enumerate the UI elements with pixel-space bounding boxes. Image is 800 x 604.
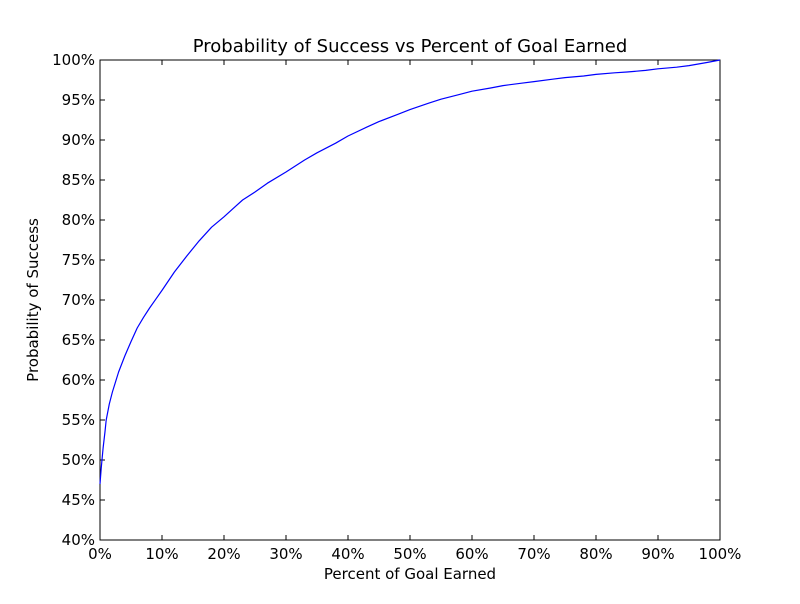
y-tick-label: 95% [62,91,95,109]
series-group [99,59,721,485]
chart-title: Probability of Success vs Percent of Goa… [193,36,628,57]
y-tick-label: 80% [62,211,95,229]
y-tick-label: 50% [62,451,95,469]
y-axis-ticks: 40% 45% 50% 55% 60% 65% 70% 75% 80% 85% 90% 95% 100% [52,51,720,549]
x-tick-label: 90% [641,545,674,563]
y-tick-label: 60% [62,371,95,389]
y-tick-label: 40% [62,531,95,549]
y-tick-label: 70% [62,291,95,309]
series-line [99,59,721,485]
x-tick-label: 30% [269,545,302,563]
x-tick-label: 100% [699,545,742,563]
x-axis-ticks: 0% 10% 20% 30% 40% 50% 60% 70% 80% 90% 100% [88,60,741,563]
y-tick-label: 85% [62,171,95,189]
y-tick-label: 75% [62,251,95,269]
y-tick-label: 45% [62,491,95,509]
x-tick-label: 40% [331,545,364,563]
y-tick-label: 90% [62,131,95,149]
y-tick-label: 65% [62,331,95,349]
axes: 0% 10% 20% 30% 40% 50% 60% 70% 80% 90% 100% 40% 45%… [52,51,741,563]
y-tick-label: 100% [52,51,95,69]
y-axis-label: Probability of Success [24,218,42,382]
x-tick-label: 60% [455,545,488,563]
x-tick-label: 70% [517,545,550,563]
x-tick-label: 50% [393,545,426,563]
x-tick-label: 0% [88,545,112,563]
x-tick-label: 80% [579,545,612,563]
x-tick-label: 20% [207,545,240,563]
x-axis-label: Percent of Goal Earned [324,565,496,583]
x-tick-label: 10% [145,545,178,563]
y-tick-label: 55% [62,411,95,429]
